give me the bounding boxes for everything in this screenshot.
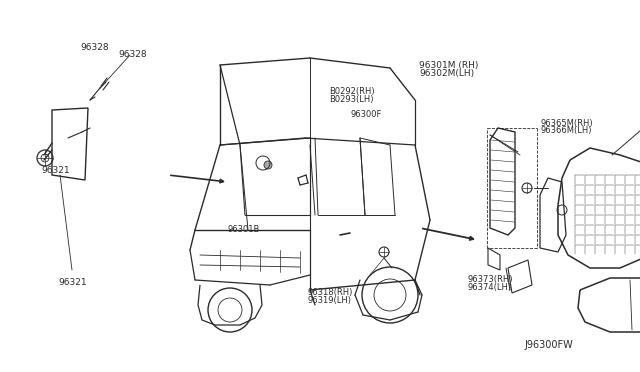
Text: 96366M(LH): 96366M(LH) (541, 126, 592, 135)
Text: 96321: 96321 (58, 278, 86, 287)
Circle shape (264, 161, 272, 169)
Text: 96318(RH): 96318(RH) (307, 288, 353, 297)
Text: 96301B: 96301B (227, 225, 260, 234)
Text: J96300FW: J96300FW (524, 340, 573, 350)
Text: 96328: 96328 (80, 43, 109, 52)
Text: 96374(LH): 96374(LH) (467, 283, 511, 292)
Text: 96319(LH): 96319(LH) (307, 296, 351, 305)
Text: 96328: 96328 (118, 50, 147, 59)
Text: 96365M(RH): 96365M(RH) (541, 119, 593, 128)
Text: B0292(RH): B0292(RH) (330, 87, 375, 96)
Text: 96373(RH): 96373(RH) (467, 275, 513, 284)
Text: 96321: 96321 (42, 166, 70, 174)
Text: 96300F: 96300F (351, 110, 382, 119)
Text: 96302M(LH): 96302M(LH) (419, 69, 474, 78)
Text: B0293(LH): B0293(LH) (330, 95, 374, 104)
Text: 96301M (RH): 96301M (RH) (419, 61, 479, 70)
